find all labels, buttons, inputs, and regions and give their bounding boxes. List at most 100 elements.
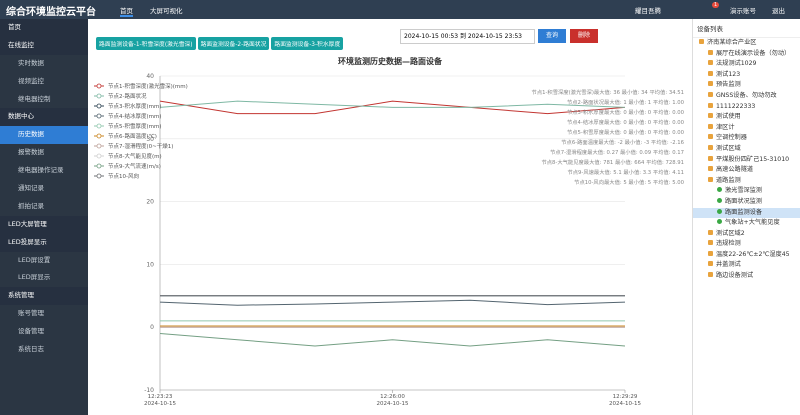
- tree-node[interactable]: 高速公路隧道: [693, 165, 800, 176]
- tree-label: GNSS设备、勿动勿改: [716, 91, 777, 99]
- tree-icon: [708, 102, 713, 108]
- tree-node[interactable]: 测试区域2: [693, 229, 800, 240]
- menu-item[interactable]: 系统日志: [18, 345, 44, 354]
- tree-node[interactable]: GNSS设备、勿动勿改: [693, 91, 800, 102]
- date-range[interactable]: 2024-10-15 00:53 到 2024-10-15 23:53: [400, 29, 535, 44]
- chart: 环境监测历史数据—路面设备-1001020304012:23:232024-10…: [94, 56, 685, 407]
- query-button[interactable]: 查询: [538, 29, 566, 43]
- stat-line: 节点6-路面温度最大值: -2 最小值: -3 平均值: -2.16: [561, 138, 684, 146]
- x-tick-label: 12:23:23: [148, 394, 173, 400]
- legend-label: 节点4-结冰厚度(mm): [108, 112, 162, 120]
- legend-dot: [96, 173, 102, 179]
- tree-label: 测试123: [716, 70, 741, 78]
- menu-item[interactable]: 通知记录: [18, 184, 44, 193]
- menu-item[interactable]: 抓拍记录: [18, 201, 44, 210]
- tree-node[interactable]: 违规检测: [693, 239, 800, 250]
- tree-label: 津区计: [716, 123, 735, 131]
- tree-node[interactable]: 1111222333: [693, 102, 800, 113]
- tree-label: 激光雪深监测: [725, 187, 763, 195]
- legend-label: 节点2-路面状况: [108, 92, 147, 100]
- tree-node[interactable]: 井盖测试: [693, 260, 800, 271]
- menu-item[interactable]: LED屏设置: [18, 255, 51, 264]
- delete-button[interactable]: 删除: [570, 29, 598, 43]
- tree-node[interactable]: 道路监测: [693, 176, 800, 187]
- menu-item[interactable]: 系统管理: [0, 287, 88, 306]
- tree-node[interactable]: 气象站+大气能见度: [693, 218, 800, 229]
- chart-title: 环境监测历史数据—路面设备: [338, 56, 443, 66]
- tree-node[interactable]: 测试123: [693, 70, 800, 81]
- tree-node[interactable]: 空调控制器: [693, 133, 800, 144]
- tree-node[interactable]: 济南某综合产业区: [693, 38, 800, 49]
- menu-item[interactable]: 历史数据: [0, 126, 88, 145]
- legend-label: 节点7-湿滑程度(0~干燥1): [108, 142, 173, 150]
- tree-label: 济南某综合产业区: [707, 39, 757, 46]
- filter-tag[interactable]: 路面监测设备-3-积水厚度: [271, 37, 344, 50]
- x-tick-label: 12:26:00: [380, 394, 405, 400]
- filter-tag[interactable]: 路面监测设备-1-积雪深度(激光雪深): [96, 37, 196, 50]
- tree-node[interactable]: 路边设备测试: [693, 271, 800, 282]
- x-tick-date: 2024-10-15: [144, 401, 176, 407]
- tree-label: 路面状况监测: [725, 197, 763, 205]
- tree-node[interactable]: 预告监测: [693, 80, 800, 91]
- y-tick-label: -10: [144, 387, 154, 394]
- menu-item[interactable]: 实时数据: [18, 58, 44, 67]
- tree-node[interactable]: 法规测试1029: [693, 59, 800, 70]
- tree-icon: [717, 208, 722, 214]
- tree-icon: [717, 219, 722, 225]
- tree-label: 温度22-26℃±2℃湿度45: [716, 250, 790, 258]
- stat-line: 节点9-风速最大值: 5.1 最小值: 3.3 平均值: 4.11: [567, 168, 684, 176]
- legend-dot: [96, 113, 102, 119]
- tree-node[interactable]: 津区计: [693, 123, 800, 134]
- badge: 1: [712, 2, 720, 8]
- tree-node[interactable]: 路面状况监测: [693, 197, 800, 208]
- menu-item[interactable]: LED投屏显示: [0, 233, 88, 252]
- user-menu[interactable]: 演示账号: [730, 7, 756, 15]
- tree-node[interactable]: 路面监测设备: [693, 207, 800, 219]
- nav-screen[interactable]: 大屏可视化: [150, 7, 183, 15]
- tree-icon: [717, 197, 722, 203]
- tree-icon: [708, 155, 713, 161]
- legend-label: 节点5-积雪厚度(mm): [108, 122, 162, 130]
- tree-label: 测试区域2: [716, 229, 745, 237]
- tree-label: 高速公路隧道: [716, 166, 754, 174]
- logout[interactable]: 退出: [772, 7, 785, 15]
- y-tick-label: 40: [146, 73, 154, 80]
- menu-item[interactable]: 账号管理: [18, 309, 44, 318]
- menu-item[interactable]: 报警数据: [18, 148, 44, 157]
- menu-item[interactable]: 首页: [0, 19, 88, 37]
- menu-item[interactable]: 视频监控: [18, 76, 44, 85]
- tree-icon: [708, 176, 713, 182]
- tree-label: 井盖测试: [716, 261, 741, 269]
- menu-item[interactable]: 继电器操作记录: [18, 166, 64, 175]
- menu-item[interactable]: LED屏显示: [18, 273, 51, 282]
- tree-icon: [708, 166, 713, 172]
- tree-icon: [708, 240, 713, 246]
- nav-home[interactable]: 首页: [120, 7, 133, 17]
- y-tick-label: 10: [146, 261, 154, 268]
- filter-tag[interactable]: 路面监测设备-2-路面状况: [197, 37, 270, 50]
- sidebar: 首页 在线监控实时数据视频监控继电器控制数据中心 历史数据报警数据继电器操作记录 通知…: [0, 19, 88, 415]
- tree-label: 展厅在线演示设备（勿动）: [716, 49, 791, 57]
- menu-item[interactable]: 设备管理: [18, 327, 44, 336]
- tree-label: 测试使用: [716, 113, 741, 121]
- menu-item[interactable]: 继电器控制: [18, 94, 51, 103]
- tree-node[interactable]: 展厅在线演示设备（勿动）: [693, 49, 800, 60]
- menu-item[interactable]: LED大屏管理: [0, 215, 88, 234]
- legend-label: 节点6-路面温度(℃): [108, 132, 157, 140]
- tree-node[interactable]: 温度22-26℃±2℃湿度45: [693, 250, 800, 261]
- org-select[interactable]: 耀目吾腾: [635, 7, 661, 15]
- stat-line: 节点4-结冰厚度最大值: 0 最小值: 0 平均值: 0.00: [567, 118, 685, 126]
- tree-node[interactable]: 平煤股份四矿己15-31010: [693, 155, 800, 166]
- x-tick-date: 2024-10-15: [377, 401, 409, 407]
- series-line: [160, 100, 625, 108]
- tree-icon: [708, 49, 713, 55]
- stat-line: 节点7-湿滑程度最大值: 0.27 最小值: 0.09 平均值: 0.17: [550, 148, 684, 156]
- app-title: 综合环境监控云平台: [6, 7, 96, 18]
- legend-label: 节点1-积雪深度(激光雪深)(mm): [108, 82, 188, 90]
- tree-node[interactable]: 测试使用: [693, 112, 800, 123]
- menu-item[interactable]: 在线监控: [0, 36, 88, 55]
- tree-label: 空调控制器: [716, 134, 747, 142]
- tree-node[interactable]: 测试区域: [693, 144, 800, 155]
- menu-item[interactable]: 数据中心: [0, 108, 88, 127]
- tree-node[interactable]: 激光雪深监测: [693, 186, 800, 197]
